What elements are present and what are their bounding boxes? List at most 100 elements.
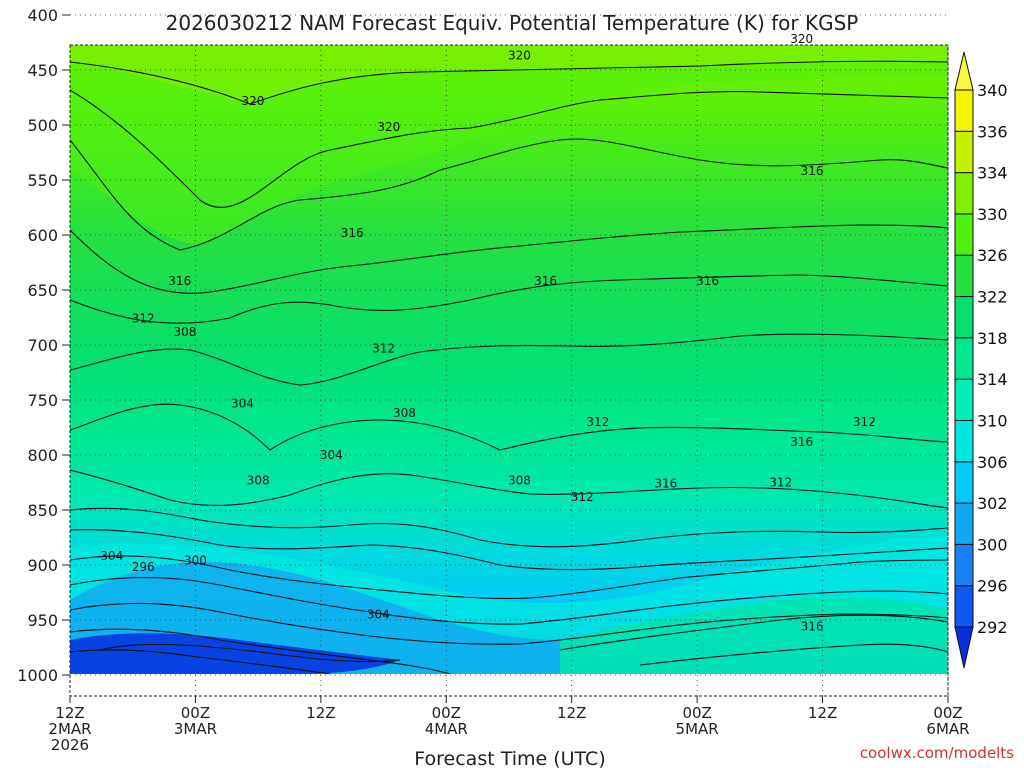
contour-label: 296 — [132, 560, 155, 574]
y-tick-label: 550 — [27, 171, 58, 190]
y-axis: 2503003504004505005506006507007508008509… — [17, 6, 70, 685]
field-coldest-core — [70, 633, 400, 674]
y-tick-label: 800 — [27, 446, 58, 465]
y-tick-label: 600 — [27, 226, 58, 245]
contour-label: 304 — [367, 608, 390, 622]
contour-label: 312 — [571, 490, 594, 504]
colorbar-label: 302 — [977, 494, 1008, 513]
x-tick-label: 4MAR — [425, 720, 468, 738]
contour-line — [99, 643, 401, 663]
x-tick-label: 00Z — [682, 704, 711, 722]
ground-surface — [70, 674, 948, 696]
contour-label: 316 — [534, 274, 557, 288]
colorbar-bottom-arrow — [954, 626, 974, 669]
contour-label: 316 — [696, 274, 719, 288]
y-tick-label: 700 — [27, 336, 58, 355]
y-tick-label: 500 — [27, 116, 58, 135]
contour-label: 312 — [769, 476, 792, 490]
colorbar-label: 334 — [977, 164, 1008, 183]
colorbar-label: 340 — [977, 81, 1008, 100]
contour-line — [70, 333, 948, 386]
contour-line — [559, 614, 948, 651]
x-tick-label: 00Z — [933, 704, 962, 722]
contour-label: 304 — [231, 396, 254, 410]
field-top-band — [70, 45, 948, 104]
colorbar-label: 318 — [977, 329, 1008, 348]
contour-label: 320 — [377, 120, 400, 134]
x-tick-label: 00Z — [432, 704, 461, 722]
contour-label: 304 — [100, 549, 123, 563]
contour-label: 316 — [168, 274, 191, 288]
contour-line — [70, 274, 948, 324]
colorbar-label: 306 — [977, 453, 1008, 472]
y-tick-label: 750 — [27, 391, 58, 410]
colorbar-label: 296 — [977, 577, 1008, 596]
contour-label: 316 — [341, 226, 364, 240]
contour-label: 312 — [132, 312, 155, 326]
contour-line — [70, 507, 948, 548]
colorbar: 292 296 300 302 306 310 314 318 322 326 330 334 336 3… — [954, 51, 1008, 669]
colorbar-segment — [954, 585, 974, 628]
contour-label: 316 — [654, 477, 677, 491]
contour-line — [70, 403, 948, 451]
x-axis-label: Forecast Time (UTC) — [414, 748, 605, 768]
contour-label: 312 — [853, 415, 876, 429]
credit-text: coolwx.com/modelts — [860, 744, 1014, 762]
contour-label: 300 — [184, 554, 207, 568]
x-tick-label: 2MAR — [48, 720, 91, 738]
y-tick-label: 400 — [27, 6, 58, 25]
colorbar-segment — [954, 419, 974, 463]
y-tick-label: 950 — [27, 611, 58, 630]
colorbar-label: 292 — [977, 618, 1008, 637]
y-tick-label: 450 — [27, 61, 58, 80]
plot-frame — [69, 44, 949, 697]
contour-label: 308 — [508, 473, 531, 487]
colorbar-label: 330 — [977, 205, 1008, 224]
colorbar-segment — [954, 213, 974, 256]
colorbar-label: 322 — [977, 288, 1008, 307]
x-tick-label: 5MAR — [676, 720, 719, 738]
contour-label: 308 — [393, 406, 416, 420]
contour-line — [70, 89, 948, 208]
x-tick-label: 3MAR — [174, 720, 217, 738]
colorbar-segment — [954, 502, 974, 545]
colorbar-segment — [954, 378, 974, 421]
contour-label: 312 — [586, 415, 609, 429]
colorbar-segment — [954, 172, 974, 215]
contour-lines — [70, 60, 948, 674]
colorbar-segment — [954, 461, 974, 504]
x-tick-label: 12Z — [808, 704, 837, 722]
contour-label: 320 — [241, 94, 264, 108]
colorbar-segment — [954, 89, 974, 132]
contour-label: 320 — [508, 49, 531, 63]
contour-label: 316 — [801, 620, 824, 634]
x-tick-label: 2026 — [51, 736, 89, 754]
y-tick-label: 900 — [27, 556, 58, 575]
colorbar-segment — [954, 254, 974, 298]
contour-label: 308 — [247, 473, 270, 487]
contour-label: 304 — [320, 448, 343, 462]
colorbar-top-arrow — [954, 51, 974, 91]
contour-line — [70, 469, 948, 509]
colorbar-label: 300 — [977, 535, 1008, 554]
contour-line — [70, 628, 451, 674]
y-tick-label: 1000 — [17, 666, 58, 685]
chart-title: 2026030212 NAM Forecast Equiv. Potential… — [166, 11, 859, 35]
contour-line — [70, 555, 948, 600]
x-tick-label: 12Z — [306, 704, 335, 722]
contour-label: 320 — [790, 32, 813, 46]
contour-label: 312 — [372, 341, 395, 355]
x-tick-label: 12Z — [557, 704, 586, 722]
colorbar-label: 314 — [977, 370, 1008, 389]
colorbar-label: 326 — [977, 246, 1008, 265]
contour-line — [70, 649, 331, 674]
contour-line — [70, 576, 948, 625]
contour-label: 316 — [790, 435, 813, 449]
contour-line — [70, 602, 948, 645]
colorbar-segment — [954, 130, 974, 174]
x-tick-label: 12Z — [55, 704, 84, 722]
contour-label: 316 — [801, 164, 824, 178]
x-tick-label: 00Z — [181, 704, 210, 722]
contour-line — [70, 224, 948, 294]
